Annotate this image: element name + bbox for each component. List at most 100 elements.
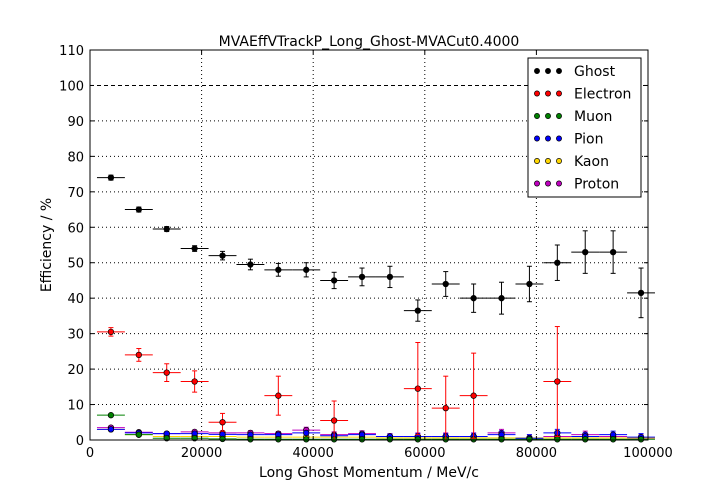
data-point [442,280,449,288]
data-point [135,431,142,438]
data-point [414,307,421,314]
legend-marker [534,68,540,74]
data-point [275,266,282,273]
series-ghost [96,174,655,322]
legend-box [527,57,642,198]
y-tick-label: 30 [67,328,84,343]
y-tick-label: 0 [76,434,84,449]
legend-marker [556,68,562,74]
y-axis-label: Efficiency / % [39,198,55,292]
data-point [554,436,561,443]
y-tick-label: 10 [67,399,84,414]
y-tick-label: 50 [67,257,84,272]
data-point [303,266,310,273]
data-point [637,289,645,297]
data-point [554,259,561,266]
y-tick-label: 90 [67,115,84,130]
data-point [163,369,170,376]
series-muon [96,412,655,443]
legend-label-electron: Electron [574,87,631,103]
data-point [470,392,477,399]
plot-frame [89,49,649,441]
legend-marker [534,113,540,119]
legend-marker [556,135,562,142]
legend-marker [545,135,551,142]
data-point [135,206,142,213]
legend-marker [534,158,540,164]
data-point [386,273,394,281]
x-axis-label: Long Ghost Momentum / MeV/c [259,465,479,481]
legend: Ghost Electron Muon Pion Kaon Proton [527,57,642,198]
data-point [358,273,366,281]
x-tick-label: 40000 [293,446,334,461]
data-point [609,248,617,256]
chart-title: MVAEffVTrackP_Long_Ghost-MVACut0.4000 [219,34,520,50]
data-point [386,436,394,443]
x-tick-label: 0 [86,446,94,461]
y-tick-label: 60 [67,221,84,236]
data-point [526,436,533,443]
y-tick-label: 80 [67,150,84,165]
data-point [275,392,282,399]
legend-marker [534,135,540,142]
legend-label-muon: Muon [574,109,612,125]
x-tick-label: 100000 [623,446,673,461]
data-point [303,436,310,443]
legend-label-pion: Pion [574,132,603,148]
data-point [163,225,170,233]
data-point [247,261,254,268]
series-group [96,174,655,443]
data-point [498,295,505,302]
legend-marker [534,180,540,187]
legend-marker [545,90,551,97]
data-point [219,435,226,443]
legend-marker [534,90,540,97]
legend-marker [545,158,551,164]
data-point [582,436,589,443]
data-point [303,429,310,437]
x-tick-label: 20000 [181,446,222,461]
data-point [191,245,198,252]
data-point [609,436,617,443]
data-point [442,404,449,412]
x-tick-label: 80000 [516,446,557,461]
data-point [330,417,338,424]
legend-label-kaon: Kaon [574,154,609,170]
data-point [637,436,645,443]
data-point [219,252,226,259]
legend-marker [545,113,551,119]
data-point [498,436,505,443]
data-point [107,426,115,433]
y-tick-label: 70 [67,186,84,201]
data-point [191,378,198,385]
y-tick-label: 110 [59,44,84,59]
legend-marker [556,180,562,187]
legend-marker [545,180,551,187]
legend-label-proton: Proton [574,177,619,193]
data-point [275,436,282,443]
legend-marker [545,68,551,74]
axis-ticks: 0 20000 40000 60000 80000 100000 0 10 20 30 40 50 60… [59,44,673,461]
data-point [358,436,366,443]
data-point [330,277,338,284]
series-electron [96,326,572,441]
data-point [414,436,421,443]
y-tick-label: 20 [67,363,84,378]
data-point [554,378,561,385]
data-point [582,248,589,256]
data-point [526,280,533,288]
y-tick-label: 100 [59,79,84,94]
legend-marker [556,113,562,119]
data-point [219,419,226,426]
x-tick-label: 60000 [404,446,445,461]
data-point [107,328,115,336]
legend-label-ghost: Ghost [574,64,616,80]
data-point [135,351,142,359]
legend-marker [556,158,562,164]
data-point [107,412,115,419]
data-point [414,385,421,392]
y-tick-label: 40 [67,292,84,307]
legend-marker [556,90,562,97]
data-point [107,174,115,181]
